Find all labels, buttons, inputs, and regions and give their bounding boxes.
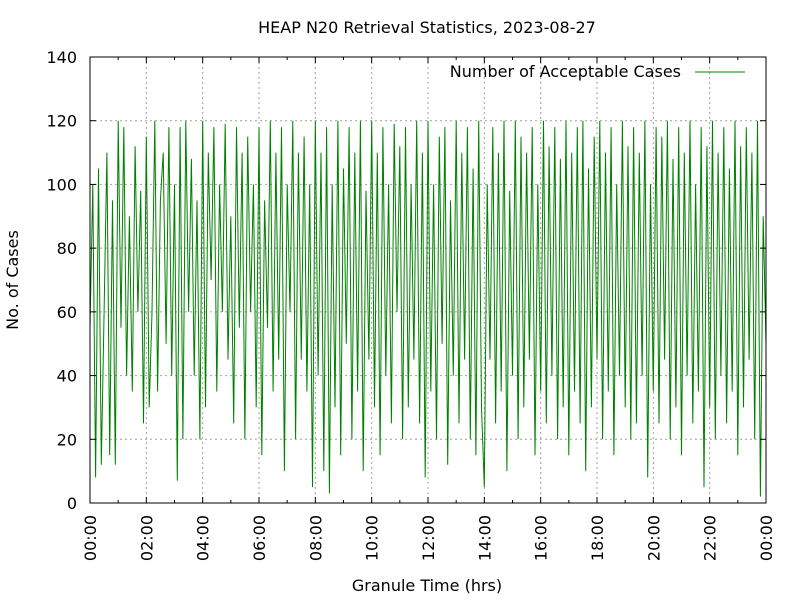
y-tick-label: 40 [57,367,77,386]
y-tick-label: 140 [46,48,77,67]
x-tick-label: 16:00 [532,515,551,561]
x-tick-label: 00:00 [757,515,776,561]
series-line [89,120,767,497]
y-tick-label: 120 [46,112,77,131]
x-axis-label: Granule Time (hrs) [352,576,502,595]
series-layer [89,120,767,497]
x-tick-label: 04:00 [194,515,213,561]
x-tick-label: 22:00 [701,515,720,561]
x-tick-label: 20:00 [644,515,663,561]
y-tick-label: 20 [57,430,77,449]
y-tick-label: 100 [46,175,77,194]
y-tick-label: 0 [67,494,77,513]
x-tick-label: 06:00 [250,515,269,561]
x-tick-label: 08:00 [306,515,325,561]
x-tick-label: 14:00 [475,515,494,561]
y-tick-label: 80 [57,239,77,258]
x-tick-label: 18:00 [588,515,607,561]
legend-label: Number of Acceptable Cases [450,62,681,81]
chart-title: HEAP N20 Retrieval Statistics, 2023-08-2… [258,18,596,37]
legend: Number of Acceptable Cases [450,62,745,81]
tick-labels: 0 20 40 60 80 100 120 140 00:00 02:00 04:00 06:00 08… [46,48,776,561]
x-tick-label: 00:00 [81,515,100,561]
y-tick-label: 60 [57,303,77,322]
grid [90,57,766,503]
x-tick-label: 02:00 [137,515,156,561]
axes [89,56,767,504]
x-tick-label: 10:00 [363,515,382,561]
y-axis-label: No. of Cases [3,230,22,330]
plot-border [89,56,767,504]
x-tick-label: 12:00 [419,515,438,561]
